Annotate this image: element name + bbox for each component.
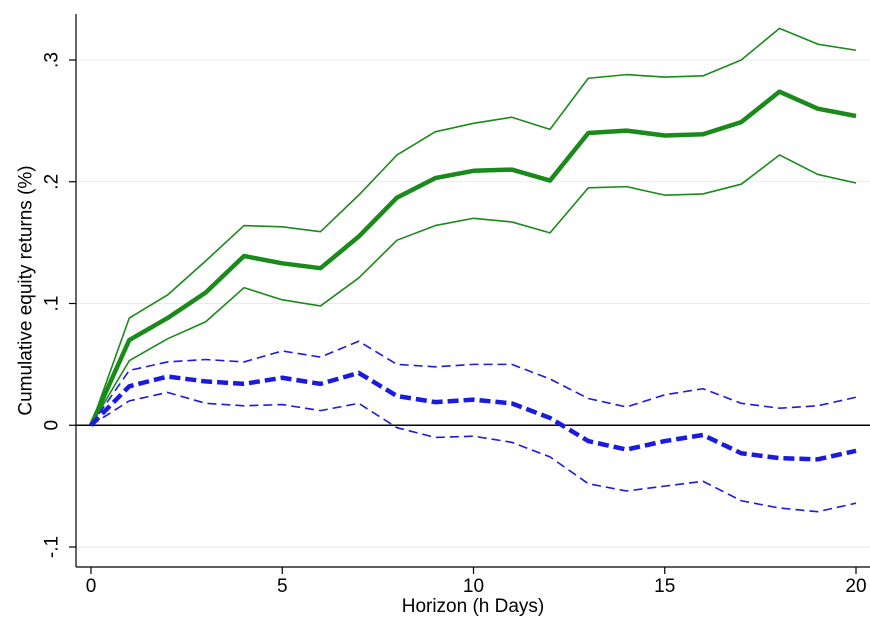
x-tick-label: 5 [277,576,288,597]
series-layer [88,27,857,513]
series-line-4 [89,370,857,462]
y-axis-title: Cumulative equity returns (%) [16,165,37,415]
series-line-2 [90,27,857,426]
series-line-3 [90,154,857,426]
y-tick-label: .2 [42,174,63,190]
series-line-1 [88,89,857,427]
x-axis-title: Horizon (h Days) [402,596,545,617]
x-tick-label: 0 [86,576,97,597]
y-ticks: -.1 0 .1 .2 .3 [42,52,76,558]
y-tick-label: .3 [42,52,63,68]
y-tick-label: -.1 [42,536,63,558]
x-tick-label: 15 [654,576,675,597]
series-line-5 [90,340,857,426]
x-tick-label: 20 [845,576,866,597]
x-tick-label: 10 [463,576,484,597]
series-line-6 [90,391,857,513]
y-tick-label: 0 [42,420,63,431]
y-tick-label: .1 [42,296,63,312]
x-ticks: 0 5 10 15 20 [86,567,867,597]
